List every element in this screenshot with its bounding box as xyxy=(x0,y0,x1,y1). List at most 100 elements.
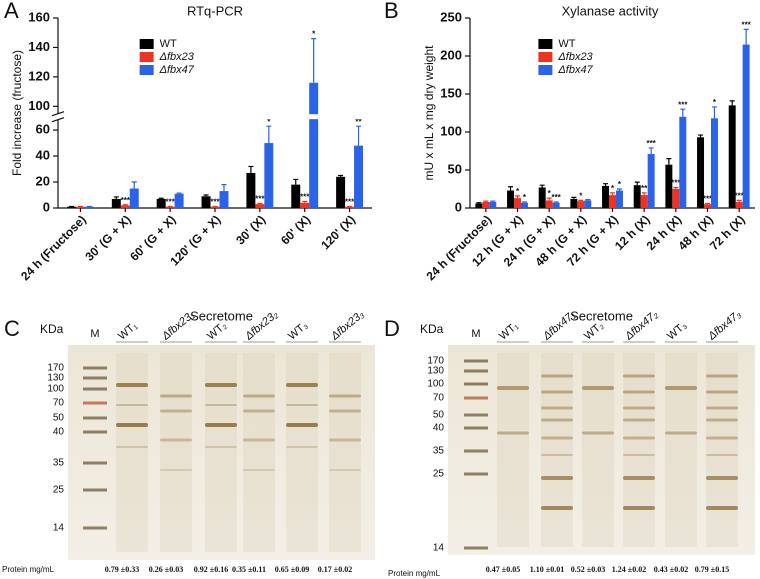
lane-label: WT₁ xyxy=(116,320,140,343)
gel-band xyxy=(541,418,573,422)
protein-value: 1.10 ±0.01 xyxy=(530,565,564,574)
error-bar xyxy=(698,134,704,138)
error-bar xyxy=(666,158,672,165)
lane-smear xyxy=(286,353,318,552)
error-bar xyxy=(257,202,263,205)
marker-band xyxy=(83,387,107,391)
marker-band xyxy=(464,413,488,417)
marker-label: 40 xyxy=(53,427,65,438)
significance: *** xyxy=(300,193,310,202)
gel-band xyxy=(160,469,192,471)
significance: *** xyxy=(551,193,561,202)
marker-band xyxy=(464,472,488,476)
lane-smear xyxy=(243,353,275,552)
lane-label: Δfbx47₁ xyxy=(540,309,578,343)
gel-band xyxy=(541,374,573,378)
legend-label: Δfbx23 xyxy=(557,51,593,63)
marker-band xyxy=(464,426,488,430)
lane-label: WT₃ xyxy=(665,319,689,342)
gel-band xyxy=(243,394,275,398)
error-bar xyxy=(515,195,520,199)
marker-label: 25 xyxy=(53,485,65,496)
significance: * xyxy=(579,192,583,201)
bar xyxy=(710,118,718,208)
marker-label: 100 xyxy=(47,384,64,395)
significance: *** xyxy=(121,196,131,205)
gel-band xyxy=(116,446,148,448)
axis-break xyxy=(50,114,372,120)
significance: ** xyxy=(641,184,648,193)
legend-label: Δfbx23 xyxy=(159,51,195,63)
marker-band xyxy=(464,449,488,453)
gel-band xyxy=(541,390,573,394)
marker-label: 25 xyxy=(433,469,445,480)
bar xyxy=(552,202,560,208)
error-bar xyxy=(338,174,344,177)
y-tick-label: 20 xyxy=(36,173,50,188)
gel-band xyxy=(582,386,614,390)
y-tick-label: 50 xyxy=(448,161,462,176)
gel-band xyxy=(116,404,148,406)
gel-band xyxy=(665,386,697,390)
bar xyxy=(475,203,483,208)
lane-smear xyxy=(582,353,614,547)
bar xyxy=(735,201,743,208)
bar xyxy=(309,82,319,208)
legend-swatch xyxy=(538,52,553,62)
y-tick-label: 40 xyxy=(36,147,50,162)
gel-band xyxy=(706,390,738,394)
gel-band xyxy=(623,436,655,440)
kda-label: KDa xyxy=(40,322,64,336)
bar xyxy=(538,187,546,208)
protein-value: 0.35 ±0.11 xyxy=(232,565,266,574)
gel-band xyxy=(286,404,318,406)
bar xyxy=(345,206,355,208)
bar xyxy=(66,206,76,208)
lane-label: WT₃ xyxy=(286,319,310,342)
gel-band xyxy=(116,423,148,427)
lane-smear xyxy=(329,353,361,552)
protein-value: 0.47 ±0.05 xyxy=(486,565,520,574)
marker-label: 35 xyxy=(53,458,65,469)
x-tick-label: 60' (X) xyxy=(278,212,313,247)
error-bar xyxy=(508,186,514,191)
significance: * xyxy=(713,98,717,107)
protein-value: 0.52 ±0.03 xyxy=(571,565,605,574)
bar xyxy=(219,191,229,208)
significance: *** xyxy=(734,192,744,201)
gel-band xyxy=(205,404,237,406)
lane-smear xyxy=(116,353,148,552)
lane-smear xyxy=(497,353,529,547)
x-tick-label: 72 h (X) xyxy=(707,212,748,253)
error-bar xyxy=(616,188,622,191)
chart-title: Xylanase activity xyxy=(562,3,659,18)
marker-band xyxy=(464,369,488,373)
error-bar xyxy=(539,184,545,188)
lane-label: Δfbx23₃ xyxy=(328,308,367,343)
gel-band xyxy=(706,374,738,378)
gel-band xyxy=(582,431,614,435)
gel-band xyxy=(329,409,361,413)
bar xyxy=(570,198,578,208)
marker-label: 14 xyxy=(433,543,445,554)
lane-smear xyxy=(706,353,738,547)
marker-band xyxy=(83,416,107,420)
bar xyxy=(545,200,553,208)
lane-label: WT₁ xyxy=(497,320,521,343)
y-tick-label: 200 xyxy=(440,47,462,62)
bar xyxy=(75,206,85,208)
panel-letter: D xyxy=(384,316,400,341)
gel-band xyxy=(623,454,655,456)
chart-title: RTq-PCR xyxy=(187,3,243,18)
gel-band xyxy=(623,476,655,480)
significance: *** xyxy=(671,179,681,188)
gel-band xyxy=(541,436,573,440)
marker-label: 70 xyxy=(53,398,65,409)
gel-band xyxy=(706,476,738,480)
bar xyxy=(665,164,673,208)
x-tick-label: 24 h (Fructose) xyxy=(18,212,89,283)
significance: *** xyxy=(678,100,688,109)
error-bar xyxy=(743,28,749,45)
error-bar xyxy=(266,125,272,144)
gel-band xyxy=(497,431,529,435)
